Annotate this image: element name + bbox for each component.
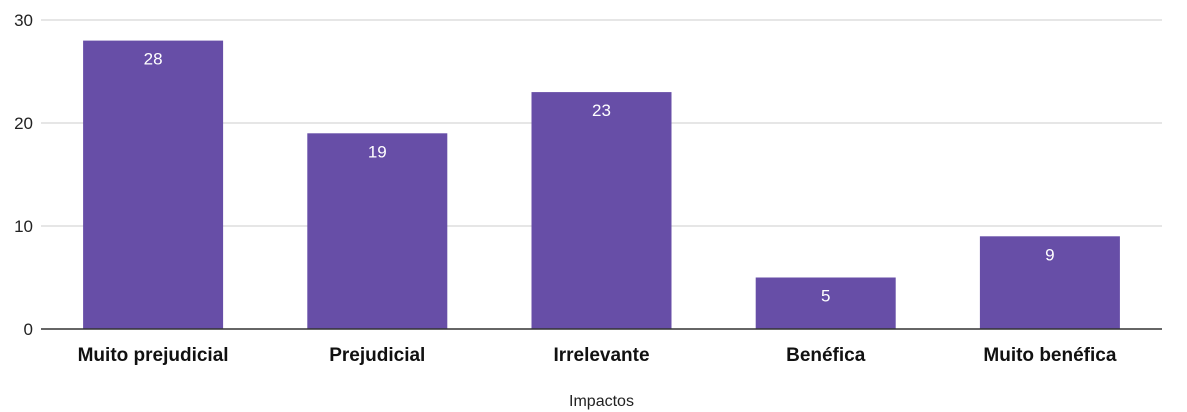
bars [83,40,1120,329]
x-category-label: Muito benéfica [983,345,1116,366]
y-tick-label: 30 [14,11,33,30]
bar [979,236,1120,329]
bar [307,133,448,329]
bar-value-label: 9 [1045,245,1054,264]
bar-value-label: 23 [592,101,611,120]
bar [755,277,896,329]
y-tick-label: 20 [14,114,33,133]
x-category-label: Muito prejudicial [78,345,229,366]
bar [531,92,672,329]
bar-value-label: 19 [368,142,387,161]
y-tick-label: 10 [14,217,33,236]
y-axis-ticks: 0 10 20 30 [14,11,33,339]
y-tick-label: 0 [24,320,33,339]
x-axis-categories: Muito prejudicial Prejudicial Irrelevante B… [78,345,1117,366]
x-category-label: Prejudicial [329,345,425,366]
x-axis-title: Impactos [569,393,634,410]
bar [83,40,224,329]
bar-value-label: 5 [821,287,830,306]
bar-value-label: 28 [144,50,163,69]
x-category-label: Irrelevante [553,345,649,366]
data-labels: 28 19 23 5 9 [144,50,1055,306]
x-category-label: Benéfica [786,345,866,366]
